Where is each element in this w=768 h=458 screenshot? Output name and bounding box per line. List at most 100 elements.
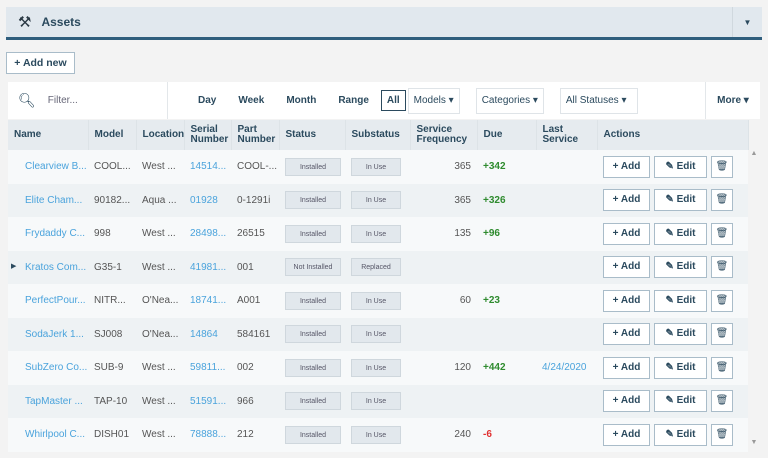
serial-link[interactable]: 18741... — [190, 295, 227, 307]
delete-trash-icon[interactable]: 🗑 — [711, 323, 733, 346]
asset-name-link[interactable]: PerfectPour... — [25, 295, 86, 307]
add-button[interactable]: + Add — [603, 356, 650, 379]
asset-name-link[interactable]: Clearview B... — [25, 161, 87, 173]
serial-link[interactable]: 78888... — [190, 429, 227, 441]
location-cell: West ... — [136, 217, 184, 251]
add-button[interactable]: + Add — [603, 423, 650, 446]
edit-button[interactable]: ✎ Edit — [654, 222, 707, 245]
search-icon: 🔍︎ — [18, 92, 36, 108]
tab-day[interactable]: Day — [198, 95, 217, 106]
add-button[interactable]: + Add — [603, 189, 650, 212]
models-dropdown[interactable]: Models ▾ — [407, 87, 460, 114]
column-header[interactable]: Last Service — [536, 120, 598, 150]
edit-button[interactable]: ✎ Edit — [654, 256, 707, 279]
statuses-dropdown[interactable]: All Statuses ▾ — [559, 87, 638, 114]
location-cell: West ... — [136, 250, 184, 284]
serial-link[interactable]: 51591... — [190, 395, 227, 407]
asset-name-link[interactable]: Frydaddy C... — [25, 228, 86, 240]
delete-trash-icon[interactable]: 🗑 — [711, 189, 733, 212]
serial-link[interactable]: 59811... — [190, 362, 226, 374]
service-frequency-cell: 365 — [410, 183, 477, 217]
substatus-badge: In Use — [351, 358, 401, 377]
column-header[interactable]: Due — [477, 120, 537, 150]
due-cell: +342 — [477, 150, 536, 184]
serial-link[interactable]: 01928 — [190, 194, 218, 206]
header-dropdown-button[interactable]: ▼ — [732, 7, 762, 37]
column-header[interactable]: Service Frequency — [410, 120, 478, 150]
add-button[interactable]: + Add — [603, 256, 650, 279]
last-service-link[interactable]: 4/24/2020 — [542, 362, 587, 374]
column-header[interactable]: Status — [279, 120, 346, 150]
scrollbar[interactable]: ▲ ▼ — [748, 150, 760, 450]
column-header[interactable]: Serial Number — [184, 120, 232, 150]
edit-button[interactable]: ✎ Edit — [654, 155, 707, 178]
edit-button[interactable]: ✎ Edit — [654, 323, 707, 346]
part-cell: COOL-... — [231, 150, 279, 184]
service-frequency-cell: 60 — [410, 284, 477, 318]
filter-search[interactable]: 🔍︎ Filter... — [8, 82, 168, 119]
tab-range[interactable]: Range — [338, 95, 369, 106]
due-cell: +326 — [477, 183, 536, 217]
more-dropdown[interactable]: More ▾ — [705, 82, 760, 119]
service-frequency-cell — [410, 384, 477, 418]
tab-all[interactable]: All — [380, 90, 406, 111]
add-button[interactable]: + Add — [603, 222, 650, 245]
serial-link[interactable]: 28498... — [190, 228, 227, 240]
edit-button[interactable]: ✎ Edit — [654, 289, 707, 312]
edit-button[interactable]: ✎ Edit — [654, 189, 707, 212]
location-cell: West ... — [136, 150, 184, 184]
delete-trash-icon[interactable]: 🗑 — [711, 390, 733, 413]
asset-name-link[interactable]: SodaJerk 1... — [25, 328, 84, 340]
tools-icon: ⚒ — [18, 14, 32, 31]
add-button[interactable]: + Add — [603, 390, 650, 413]
tab-week[interactable]: Week — [238, 95, 265, 106]
part-cell: 002 — [231, 351, 279, 385]
asset-name-link[interactable]: Whirlpool C... — [25, 429, 86, 441]
edit-button[interactable]: ✎ Edit — [654, 390, 707, 413]
part-cell: 966 — [231, 384, 279, 418]
serial-link[interactable]: 41981... — [190, 261, 227, 273]
serial-link[interactable]: 14514... — [190, 161, 227, 173]
status-badge: Installed — [285, 358, 341, 377]
categories-dropdown[interactable]: Categories ▾ — [475, 87, 544, 114]
delete-trash-icon[interactable]: 🗑 — [711, 155, 733, 178]
column-header[interactable]: Name — [8, 120, 89, 150]
due-cell — [477, 317, 536, 351]
service-frequency-cell: 365 — [410, 150, 477, 184]
add-button[interactable]: + Add — [603, 323, 650, 346]
model-cell: 90182... — [88, 183, 136, 217]
substatus-badge: In Use — [351, 224, 401, 243]
asset-name-link[interactable]: SubZero Co... — [25, 362, 88, 374]
substatus-badge: In Use — [351, 157, 401, 176]
part-cell: 0-1291i — [231, 183, 279, 217]
due-cell: -6 — [477, 418, 536, 452]
substatus-badge: In Use — [351, 392, 401, 411]
delete-trash-icon[interactable]: 🗑 — [711, 256, 733, 279]
filter-input[interactable]: Filter... — [47, 95, 78, 106]
serial-link[interactable]: 14864 — [190, 328, 218, 340]
add-button[interactable]: + Add — [603, 155, 650, 178]
asset-name-link[interactable]: Kratos Com... — [25, 261, 87, 273]
asset-name-link[interactable]: TapMaster ... — [25, 395, 83, 407]
asset-name-link[interactable]: Elite Cham... — [25, 194, 83, 206]
delete-trash-icon[interactable]: 🗑 — [711, 222, 733, 245]
delete-trash-icon[interactable]: 🗑 — [711, 423, 733, 446]
delete-trash-icon[interactable]: 🗑 — [711, 356, 733, 379]
add-button[interactable]: + Add — [603, 289, 650, 312]
edit-button[interactable]: ✎ Edit — [654, 356, 707, 379]
expand-icon[interactable]: ▶ — [11, 262, 17, 270]
status-badge: Not Installed — [285, 258, 341, 277]
column-header[interactable]: Actions — [597, 120, 749, 150]
column-header[interactable]: Model — [88, 120, 137, 150]
column-header[interactable]: Substatus — [345, 120, 411, 150]
column-header[interactable]: Location — [136, 120, 185, 150]
delete-trash-icon[interactable]: 🗑 — [711, 289, 733, 312]
model-cell: TAP-10 — [88, 384, 136, 418]
tab-month[interactable]: Month — [286, 95, 317, 106]
service-frequency-cell: 120 — [410, 351, 477, 385]
column-header[interactable]: Part Number — [231, 120, 280, 150]
model-cell: SUB-9 — [88, 351, 136, 385]
add-new-button[interactable]: + Add new — [6, 52, 75, 74]
edit-button[interactable]: ✎ Edit — [654, 423, 707, 446]
location-cell: West ... — [136, 384, 184, 418]
